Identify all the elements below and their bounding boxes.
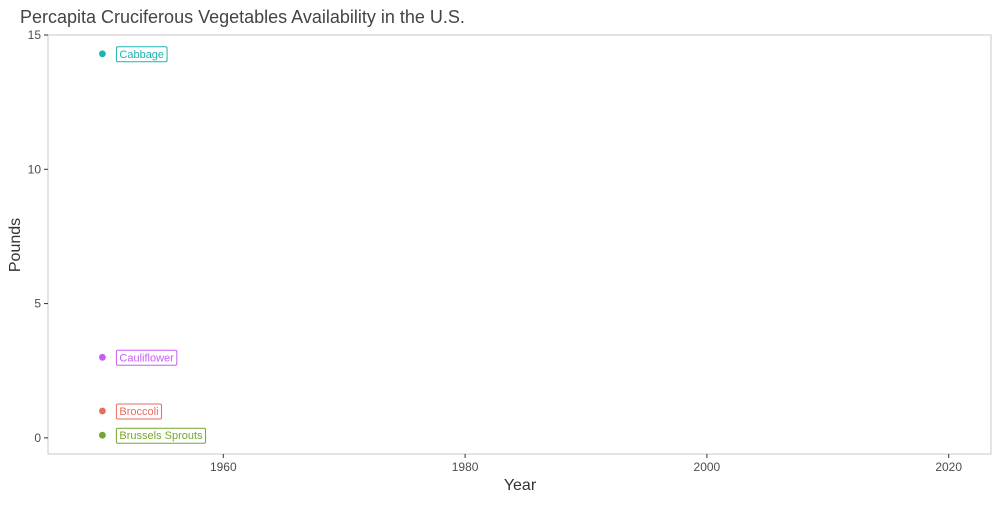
y-tick-label: 5	[34, 297, 41, 311]
point-label-box	[115, 427, 207, 444]
y-axis-title: Pounds	[7, 218, 24, 272]
point-label-text: Broccoli	[119, 406, 158, 418]
point-label-text: Cauliflower	[119, 352, 174, 364]
y-tick-label: 15	[28, 28, 42, 42]
x-tick-label: 2020	[935, 460, 962, 474]
x-axis-title: Year	[504, 477, 537, 494]
data-point	[99, 353, 106, 361]
x-tick-label: 2000	[694, 460, 721, 474]
x-tick-label: 1980	[452, 460, 479, 474]
point-label-box	[115, 46, 168, 63]
y-tick-label: 10	[28, 162, 42, 176]
point-label-text: Brussels Sprouts	[119, 430, 203, 442]
data-point	[99, 431, 106, 439]
x-tick-label: 1960	[210, 460, 237, 474]
data-point	[99, 50, 106, 58]
y-axis: 0 5 10 15	[28, 28, 48, 445]
data-point	[99, 407, 106, 415]
point-label-box	[115, 403, 163, 420]
y-tick-label: 0	[34, 431, 41, 445]
point-label-text: Cabbage	[119, 49, 164, 61]
plot-panel	[47, 34, 992, 455]
chart-title: Percapita Cruciferous Vegetables Availab…	[20, 7, 465, 27]
data-points: Cabbage Cauliflower Broccoli Brussels Sprou…	[99, 46, 207, 444]
point-label-box	[115, 349, 178, 366]
x-axis: 1960 1980 2000 2020	[210, 454, 962, 474]
